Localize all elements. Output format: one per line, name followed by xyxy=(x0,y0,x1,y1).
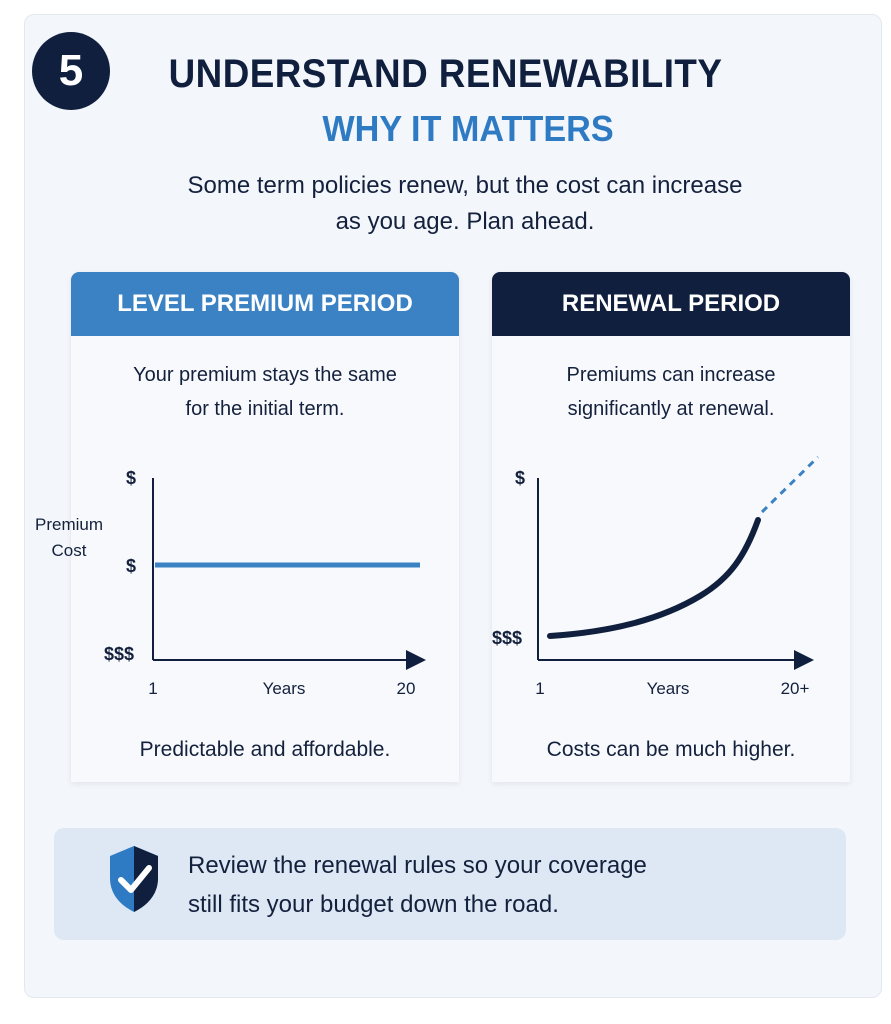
renewal-footer: Costs can be much higher. xyxy=(546,738,796,761)
level-premium-panel: LEVEL PREMIUM PERIOD Your premium stays … xyxy=(71,272,459,782)
level-y-tick-2: $ xyxy=(126,556,136,576)
intro-line-1: Some term policies renew, but the cost c… xyxy=(187,172,743,199)
page-subtitle: WHY IT MATTERS xyxy=(322,108,614,149)
level-premium-desc-line-2: for the initial term. xyxy=(185,398,345,420)
tip-line-1: Review the renewal rules so your coverag… xyxy=(188,852,647,879)
step-number: 5 xyxy=(58,46,84,95)
y-axis-label-line-2: Cost xyxy=(51,541,87,560)
tip-box: Review the renewal rules so your coverag… xyxy=(54,828,846,940)
renewal-heading: RENEWAL PERIOD xyxy=(492,272,850,336)
level-x-tick-end: 20 xyxy=(397,679,416,698)
renewal-x-tick-end: 20+ xyxy=(781,679,810,698)
level-y-tick-1: $ xyxy=(126,468,136,488)
tip-line-2: still fits your budget down the road. xyxy=(188,891,559,918)
level-premium-desc-line-1: Your premium stays the same xyxy=(133,364,397,386)
level-premium-footer: Predictable and affordable. xyxy=(139,738,391,761)
intro-line-2: as you age. Plan ahead. xyxy=(335,208,595,235)
renewal-cost-curve xyxy=(547,517,761,639)
intro-text: Some term policies renew, but the cost c… xyxy=(0,168,891,240)
renewal-y-tick-2: $$$ xyxy=(492,628,522,648)
renewal-desc-line-1: Premiums can increase xyxy=(566,364,776,386)
renewal-cost-projection xyxy=(760,455,820,514)
shield-check-icon xyxy=(106,844,162,919)
step-number-badge: 5 xyxy=(32,32,110,110)
tip-text: Review the renewal rules so your coverag… xyxy=(188,846,808,924)
renewal-panel: RENEWAL PERIOD Premiums can increase sig… xyxy=(492,272,850,782)
y-axis-label-line-1: Premium xyxy=(34,515,103,534)
level-premium-heading: LEVEL PREMIUM PERIOD xyxy=(71,272,459,336)
page-title: UNDERSTAND RENEWABILITY xyxy=(168,52,723,96)
renewal-description: Premiums can increase significantly at r… xyxy=(492,358,850,426)
renewal-y-tick-1: $ xyxy=(515,468,525,488)
level-premium-description: Your premium stays the same for the init… xyxy=(71,358,459,426)
level-x-tick-start: 1 xyxy=(148,679,157,698)
y-axis-label: Premium Cost xyxy=(26,512,112,564)
renewal-desc-line-2: significantly at renewal. xyxy=(567,398,775,420)
renewal-x-tick-start: 1 xyxy=(535,679,544,698)
level-x-axis-label: Years xyxy=(263,679,306,698)
renewal-x-axis-label: Years xyxy=(647,679,690,698)
level-y-tick-3: $$$ xyxy=(104,644,134,664)
